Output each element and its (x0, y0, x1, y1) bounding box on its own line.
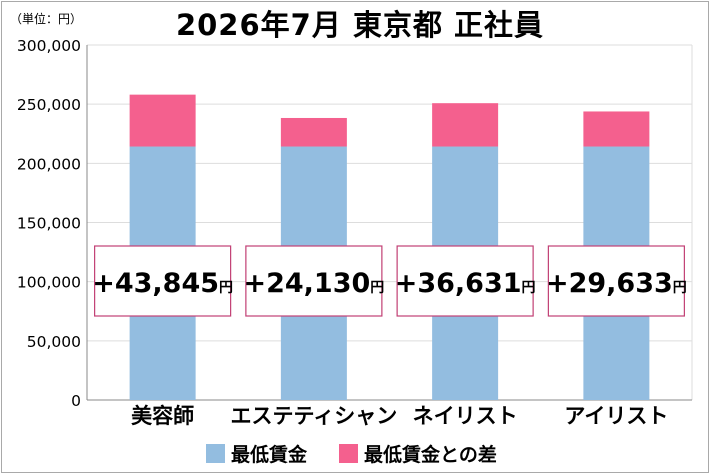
category-label: アイリスト (564, 404, 668, 428)
diff-label-unit: 円 (219, 280, 233, 296)
category-label: エステティシャン (231, 404, 398, 428)
diff-label: +24,130円 (243, 268, 384, 299)
diff-label-unit: 円 (370, 280, 384, 296)
y-axis: 0 50,000 100,000 150,000 200,000 250,000 300,0… (17, 37, 88, 410)
bar-diff (432, 103, 499, 147)
legend-swatch-base (206, 444, 225, 463)
bar-diff (280, 117, 347, 147)
diff-label-box (547, 245, 685, 317)
y-tick-label: 150,000 (17, 215, 81, 233)
diff-label-value: +29,633 (546, 268, 673, 299)
diff-label: +29,633円 (546, 268, 687, 299)
category-label: ネイリスト (413, 404, 518, 428)
diff-label-box (245, 245, 383, 317)
diff-label: +43,845円 (92, 268, 233, 299)
diff-label-box (396, 245, 534, 317)
diff-label-unit: 円 (673, 280, 687, 296)
unit-label: （単位：円） (10, 12, 83, 26)
category-label: 美容師 (131, 404, 194, 428)
legend-item-base: 最低賃金 (206, 440, 307, 467)
bar-diff (129, 94, 196, 147)
legend-label-base: 最低賃金 (231, 444, 308, 466)
y-tick-label: 300,000 (17, 37, 81, 55)
legend-item-diff: 最低賃金との差 (339, 440, 497, 467)
legend-label-diff: 最低賃金との差 (364, 444, 497, 466)
diff-labels: +43,845円 +24,130円 +36,631円 +29,633円 (92, 245, 687, 317)
y-tick-label: 50,000 (27, 333, 81, 351)
diff-label-box (94, 245, 232, 317)
legend-swatch-diff (339, 444, 359, 463)
y-tick-label: 100,000 (17, 274, 81, 292)
diff-label-value: +43,845 (92, 268, 219, 299)
diff-label-value: +36,631 (395, 268, 522, 299)
category-labels: 美容師 エステティシャン ネイリスト アイリスト (131, 404, 668, 428)
diff-label-value: +24,130 (243, 268, 370, 299)
y-tick-label: 250,000 (17, 96, 81, 114)
diff-label: +36,631円 (395, 268, 536, 299)
y-tick-label: 200,000 (17, 155, 81, 173)
y-tick-label: 0 (71, 392, 81, 410)
legend: 最低賃金 最低賃金との差 (206, 440, 529, 467)
diff-label-unit: 円 (522, 280, 536, 296)
chart-title: 2026年7月 東京都 正社員 (175, 8, 545, 42)
bar-diff (583, 111, 650, 147)
